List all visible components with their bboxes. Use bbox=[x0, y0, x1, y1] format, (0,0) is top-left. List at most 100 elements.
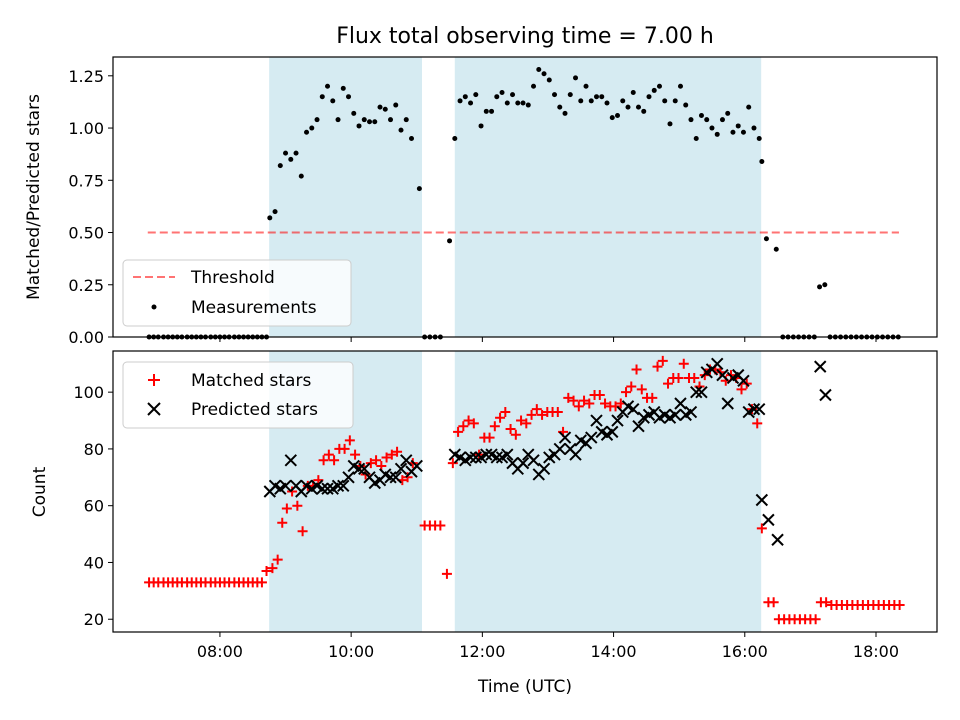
matched-stars-legend-label: Matched stars bbox=[191, 371, 311, 391]
measurement-point bbox=[494, 94, 500, 100]
measurement-point bbox=[822, 282, 828, 288]
measurement-point bbox=[817, 284, 823, 290]
measurement-point bbox=[698, 113, 704, 119]
x-axis-label: Time (UTC) bbox=[477, 677, 572, 697]
matched-stars-point bbox=[344, 435, 355, 446]
bottom-panel-x-tick-label: 08:00 bbox=[197, 642, 243, 661]
measurement-point bbox=[667, 121, 673, 127]
matched-stars-point bbox=[402, 472, 413, 483]
measurement-point bbox=[309, 125, 315, 131]
matched-stars-point bbox=[256, 577, 267, 588]
predicted-stars-point bbox=[480, 448, 493, 461]
predicted-stars-point bbox=[721, 397, 734, 410]
predicted-stars-point bbox=[558, 431, 572, 444]
matched-stars-point bbox=[821, 597, 832, 608]
matched-stars-point bbox=[323, 449, 334, 460]
predicted-stars-point bbox=[410, 459, 423, 473]
measurement-point bbox=[557, 104, 563, 110]
predicted-stars-point bbox=[316, 482, 329, 495]
measurement-point bbox=[656, 83, 662, 89]
matched-stars-point bbox=[521, 418, 532, 429]
matched-stars-point bbox=[631, 364, 642, 375]
matched-stars-point bbox=[287, 486, 298, 497]
matched-stars-point bbox=[600, 398, 611, 409]
measurement-point bbox=[288, 156, 294, 162]
matched-stars-point bbox=[261, 565, 272, 576]
predicted-stars-point bbox=[352, 462, 366, 476]
measurement-point bbox=[599, 94, 605, 100]
bottom-panel-y-axis-label: Count bbox=[30, 466, 50, 517]
measurement-point bbox=[346, 94, 352, 100]
measurement-point bbox=[672, 98, 678, 104]
bottom-panel-x-tick-label: 10:00 bbox=[328, 642, 374, 661]
bottom-legend-box bbox=[122, 361, 354, 429]
bottom-panel: 20 40 60 80 100 08:00 10:00 12:00 14:00 16:00 18:… bbox=[30, 350, 938, 697]
predicted-stars-point bbox=[569, 448, 582, 461]
measurement-point bbox=[447, 238, 453, 244]
matched-stars-point bbox=[365, 458, 376, 469]
predicted-stars-point bbox=[627, 402, 640, 416]
predicted-stars-point bbox=[753, 402, 766, 416]
matched-stars-point bbox=[484, 432, 495, 443]
predicted-stars-point bbox=[771, 533, 784, 546]
predicted-stars-point bbox=[814, 360, 827, 373]
measurement-point bbox=[594, 94, 600, 100]
measurement-point bbox=[403, 117, 409, 123]
predicted-stars-point bbox=[342, 471, 355, 484]
top-panel-legend: Threshold Measurements bbox=[122, 259, 352, 327]
bottom-panel-y-tick-label: 40 bbox=[84, 553, 104, 572]
measurement-point bbox=[609, 115, 615, 121]
measurement-point bbox=[319, 94, 325, 100]
measurement-point bbox=[714, 131, 720, 137]
measurement-point bbox=[740, 129, 746, 135]
matched-stars-point bbox=[495, 412, 506, 423]
predicted-stars-point bbox=[279, 479, 292, 493]
measurement-point bbox=[478, 123, 484, 129]
measurement-point bbox=[515, 100, 521, 106]
matched-stars-point bbox=[636, 384, 647, 395]
matched-stars-point bbox=[441, 568, 452, 579]
measurements-legend-label: Measurements bbox=[191, 298, 317, 318]
matched-stars-point bbox=[537, 409, 548, 420]
measurement-point bbox=[483, 108, 489, 114]
bottom-panel-shaded-intervals bbox=[269, 351, 762, 632]
measurement-point bbox=[567, 92, 573, 98]
predicted-stars-point bbox=[384, 471, 397, 484]
matched-stars-point bbox=[453, 426, 464, 437]
measurement-point bbox=[283, 150, 289, 156]
measurement-point bbox=[751, 125, 757, 131]
predicted-stars-points bbox=[263, 357, 832, 546]
measurement-point bbox=[416, 186, 422, 192]
measurement-point bbox=[351, 110, 357, 116]
measurement-point bbox=[546, 77, 552, 83]
measurement-point bbox=[398, 127, 404, 133]
matched-stars-point bbox=[736, 384, 747, 395]
measurement-point bbox=[735, 123, 741, 129]
matched-stars-point bbox=[505, 424, 516, 435]
predicted-stars-point bbox=[358, 462, 371, 476]
predicted-stars-point bbox=[501, 448, 514, 461]
matched-stars-point bbox=[339, 443, 350, 454]
measurement-point bbox=[773, 246, 779, 252]
matched-stars-point bbox=[392, 446, 403, 457]
predicted-stars-point bbox=[527, 454, 540, 467]
measurement-point bbox=[677, 83, 683, 89]
top-panel-y-tick-label: 0.25 bbox=[68, 276, 104, 295]
measurement-point bbox=[646, 94, 652, 100]
measurement-point bbox=[604, 100, 610, 106]
predicted-stars-point bbox=[490, 451, 503, 464]
measurement-point bbox=[409, 135, 415, 141]
top-legend-box bbox=[122, 259, 352, 327]
predicted-stars-point bbox=[737, 374, 750, 388]
predicted-stars-point bbox=[469, 451, 483, 464]
measurement-point bbox=[693, 135, 699, 141]
matched-stars-point bbox=[531, 404, 542, 415]
measurement-point bbox=[520, 100, 526, 106]
matched-stars-points bbox=[144, 355, 905, 625]
measurement-point bbox=[277, 163, 283, 169]
measurement-point bbox=[468, 100, 474, 106]
measurement-point bbox=[615, 113, 621, 119]
top-panel-y-axis-label: Matched/Predicted stars bbox=[24, 94, 44, 300]
matched-stars-point bbox=[663, 378, 674, 389]
